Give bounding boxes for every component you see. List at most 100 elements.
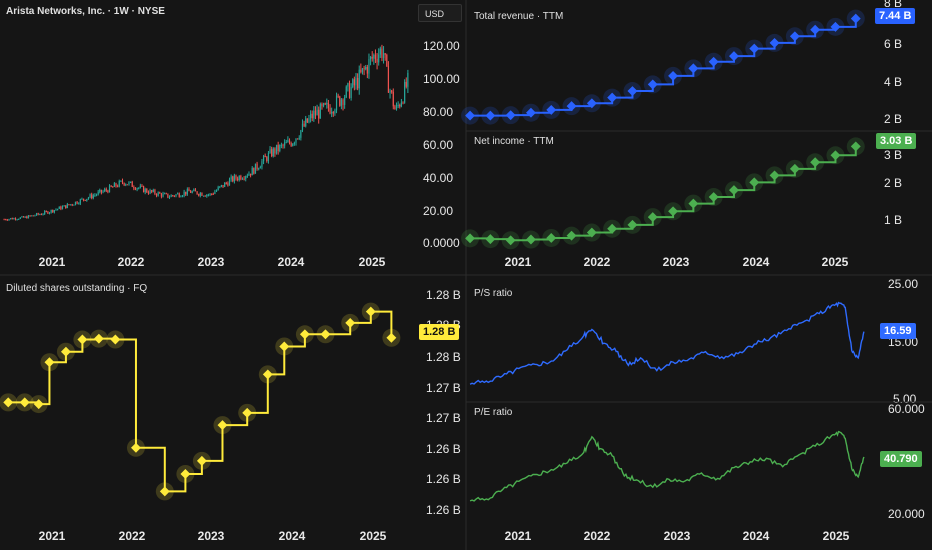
revenue-point xyxy=(668,70,679,81)
price-candle xyxy=(256,163,258,169)
price-candle xyxy=(63,205,65,207)
price-candle xyxy=(298,137,300,139)
price-candle xyxy=(61,206,64,210)
price-candle xyxy=(160,193,163,197)
pe-xtick: 2023 xyxy=(663,529,691,543)
price-candle xyxy=(353,79,355,86)
revenue-point xyxy=(830,21,841,32)
revenue-point xyxy=(546,104,557,115)
price-candle xyxy=(259,167,261,169)
price-candle xyxy=(178,193,180,197)
price-candle xyxy=(45,211,47,213)
net-income-ytick: 2 B xyxy=(884,176,903,190)
price-candle xyxy=(5,219,7,221)
price-candle xyxy=(155,194,158,196)
price-candle xyxy=(269,149,271,154)
price-candle xyxy=(118,181,120,187)
price-candle xyxy=(40,214,43,216)
price-candle xyxy=(120,180,122,182)
shares-last-value: 1.28 B xyxy=(419,324,460,340)
price-candle xyxy=(228,179,231,186)
price-candle xyxy=(246,175,248,177)
price-candle xyxy=(309,113,312,119)
net-income-point xyxy=(627,219,638,230)
price-candle xyxy=(249,173,252,176)
price-candle xyxy=(230,176,232,180)
price-candle xyxy=(355,78,357,86)
price-candle xyxy=(126,184,128,186)
price-candle xyxy=(57,208,59,210)
price-candle xyxy=(214,191,216,194)
price-xtick: 2022 xyxy=(117,255,145,269)
shares-ytick: 1.27 B xyxy=(426,381,461,395)
price-candle xyxy=(78,203,80,205)
price-candle xyxy=(350,87,352,98)
price-candle xyxy=(311,113,313,119)
shares-point xyxy=(159,486,170,497)
price-candle xyxy=(35,213,38,216)
price-candle xyxy=(151,190,153,192)
price-candle xyxy=(99,189,101,192)
price-ytick: 20.00 xyxy=(423,204,454,218)
price-candle xyxy=(70,204,72,206)
pe-ytick: 60.000 xyxy=(888,402,925,416)
price-candle xyxy=(347,83,349,87)
price-candle xyxy=(378,54,380,63)
shares-point xyxy=(180,469,191,479)
price-candle xyxy=(146,188,148,193)
price-candle xyxy=(360,69,362,73)
net-income-point xyxy=(505,235,516,246)
price-candle xyxy=(219,186,221,188)
price-candle xyxy=(117,186,119,188)
price-candle xyxy=(164,193,166,195)
price-candle xyxy=(303,123,305,127)
shares-point xyxy=(262,369,273,380)
currency-button[interactable]: USD xyxy=(418,4,462,22)
price-candle xyxy=(100,189,103,193)
price-candle xyxy=(108,185,111,193)
price-candle xyxy=(173,195,175,197)
price-candle xyxy=(34,215,36,217)
price-candle xyxy=(55,209,57,211)
income-xtick: 2025 xyxy=(821,255,849,269)
price-candle xyxy=(79,199,81,204)
price-candle xyxy=(125,184,127,186)
revenue-ytick: 6 B xyxy=(884,37,903,51)
price-candle xyxy=(340,99,342,106)
pe-ytick: 20.000 xyxy=(888,507,925,521)
price-candle xyxy=(261,161,263,168)
price-candle xyxy=(113,183,115,187)
price-candle xyxy=(404,81,406,103)
revenue-title: Total revenue · TTM xyxy=(474,11,564,22)
price-candle xyxy=(82,198,85,200)
shares-ytick: 1.28 B xyxy=(426,288,461,302)
price-candle xyxy=(18,218,20,220)
price-candle xyxy=(326,102,328,105)
price-xtick: 2023 xyxy=(197,255,225,269)
price-candle xyxy=(196,191,198,195)
net-income-point xyxy=(688,198,699,209)
price-candle xyxy=(136,188,138,190)
price-candle xyxy=(324,103,326,105)
price-candle xyxy=(386,54,388,67)
shares-xtick: 2024 xyxy=(278,529,306,543)
shares-ytick: 1.27 B xyxy=(426,411,461,425)
price-candle xyxy=(170,195,172,198)
price-candle xyxy=(243,178,245,180)
revenue-point xyxy=(526,107,536,118)
shares-xtick: 2022 xyxy=(118,529,146,543)
price-ytick: 120.00 xyxy=(423,39,460,53)
price-candle xyxy=(207,194,210,196)
price-candle xyxy=(318,109,320,119)
price-candle xyxy=(399,104,401,107)
price-candle xyxy=(42,214,44,216)
price-candle xyxy=(144,188,146,193)
net-income-point xyxy=(830,150,841,161)
price-candle xyxy=(264,155,266,158)
shares-ytick: 1.26 B xyxy=(426,442,461,456)
price-candle xyxy=(227,183,229,186)
net-income-point xyxy=(850,141,861,152)
price-candle xyxy=(47,211,49,214)
price-candle xyxy=(177,193,179,195)
price-candle xyxy=(321,103,323,107)
